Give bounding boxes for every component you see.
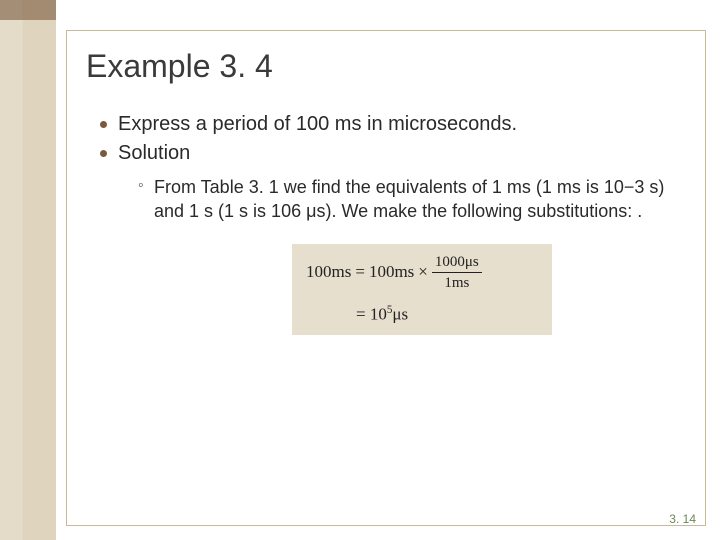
eq-result-unit: μs (392, 305, 408, 324)
bullet-solution-text: Solution (118, 142, 190, 164)
eq-fraction: 1000μs 1ms (432, 252, 482, 294)
bullet-solution: Solution From Table 3. 1 we find the equ… (100, 140, 690, 335)
eq-equals-2: = (356, 305, 366, 324)
eq-lhs: 100ms (306, 261, 351, 284)
sub-bullet-text: From Table 3. 1 we find the equivalents … (154, 177, 664, 221)
equation-row-1: 100ms = 100ms × 1000μs 1ms (306, 252, 538, 294)
bullet-question-text: Express a period of 100 ms in microsecon… (118, 113, 517, 135)
left-decorative-strip (0, 0, 56, 540)
eq-frac-den: 1ms (441, 273, 472, 293)
sub-bullet-explanation: From Table 3. 1 we find the equivalents … (138, 175, 690, 335)
slide-content: Example 3. 4 Express a period of 100 ms … (86, 48, 690, 337)
eq-mid: 100ms (369, 261, 414, 284)
equation-row-2: = 105μs (306, 303, 538, 327)
eq-result-base: 10 (370, 305, 387, 324)
eq-frac-num: 1000μs (432, 252, 482, 273)
page-number: 3. 14 (669, 512, 696, 526)
eq-times: × (418, 261, 428, 284)
bullet-question: Express a period of 100 ms in microsecon… (100, 111, 690, 138)
sub-list: From Table 3. 1 we find the equivalents … (118, 175, 690, 335)
main-list: Express a period of 100 ms in microsecon… (86, 111, 690, 335)
equation-box: 100ms = 100ms × 1000μs 1ms = 105μs (292, 244, 552, 335)
eq-equals-1: = (355, 261, 365, 284)
slide-title: Example 3. 4 (86, 48, 690, 85)
